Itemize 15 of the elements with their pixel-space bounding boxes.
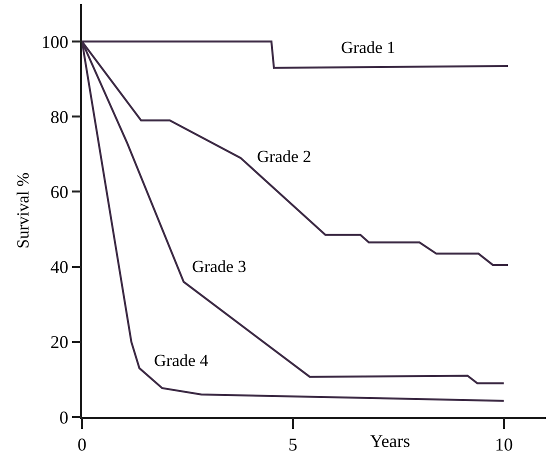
y-tick-label: 80: [50, 106, 68, 127]
series-label: Grade 2: [257, 147, 312, 166]
x-tick-label: 10: [494, 434, 513, 455]
x-tick-label: 0: [78, 434, 86, 455]
y-tick-label: 40: [50, 257, 68, 278]
y-tick-label: 0: [59, 407, 68, 428]
y-tick-label: 60: [50, 182, 68, 202]
series-label: Grade 4: [154, 351, 209, 370]
series-label: Grade 1: [341, 38, 396, 57]
x-tick-label: 5: [288, 434, 298, 455]
x-axis-title: Years: [370, 431, 410, 451]
y-axis-title: Survival %: [13, 172, 32, 249]
series-label: Grade 3: [192, 257, 246, 276]
y-tick-label: 20: [50, 332, 68, 352]
y-tick-label: 100: [41, 32, 68, 52]
